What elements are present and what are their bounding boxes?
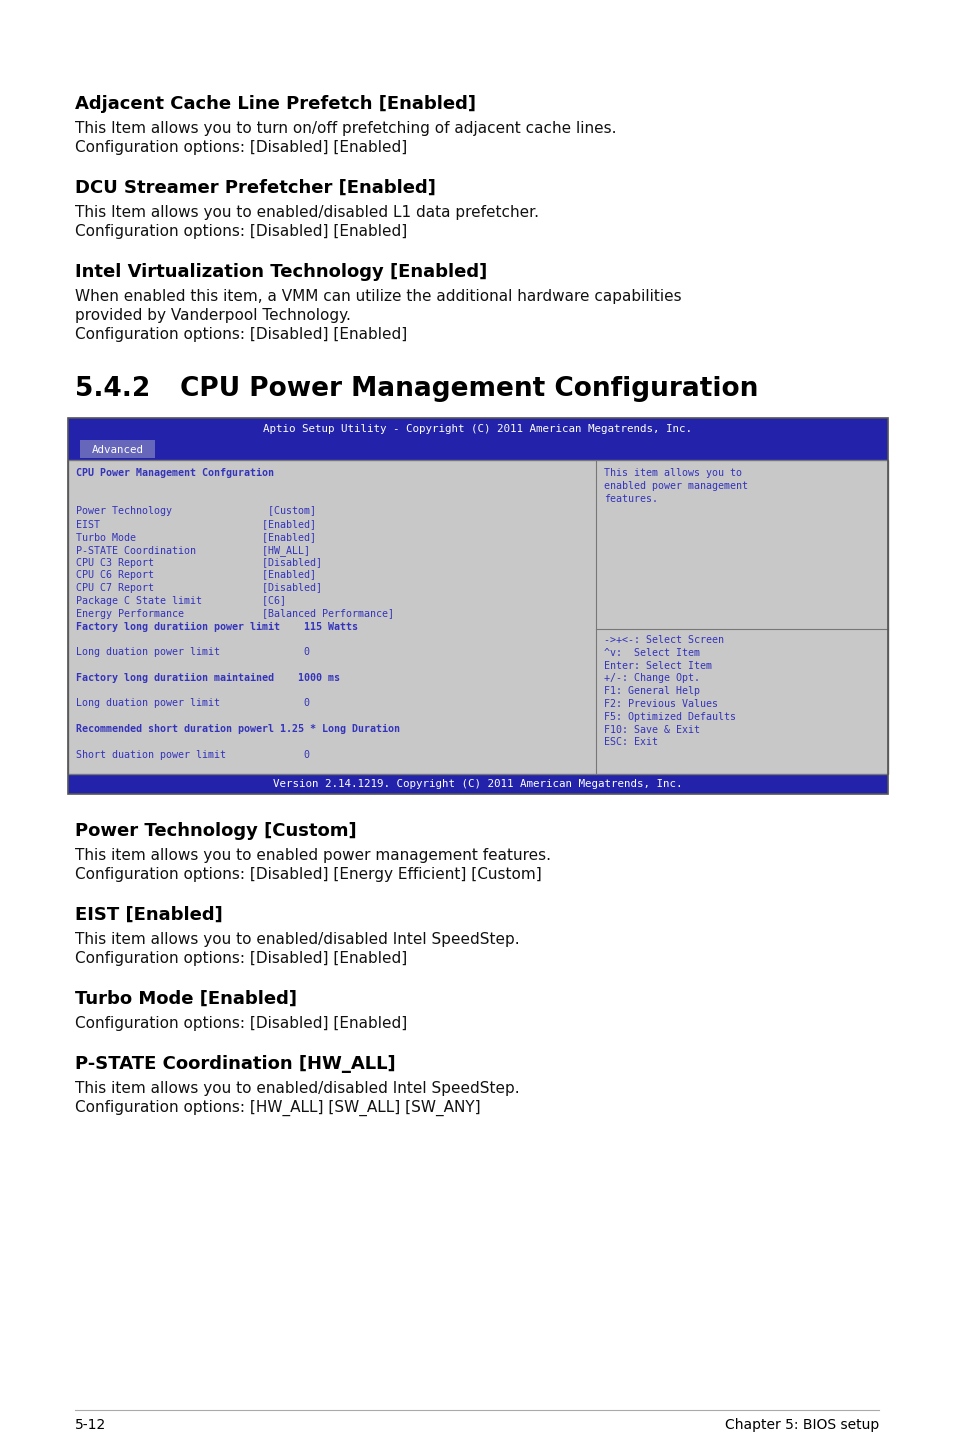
Bar (68, 440, 887, 460)
Text: Energy Performance             [Balanced Performance]: Energy Performance [Balanced Performance… (76, 608, 394, 618)
Text: +/-: Change Opt.: +/-: Change Opt. (603, 673, 700, 683)
Text: P-STATE Coordination           [HW_ALL]: P-STATE Coordination [HW_ALL] (76, 545, 310, 555)
Text: Configuration options: [Disabled] [Enabled]: Configuration options: [Disabled] [Enabl… (75, 139, 407, 155)
Text: F1: General Help: F1: General Help (603, 686, 700, 696)
Text: features.: features. (603, 493, 658, 503)
Text: Power Technology [Custom]: Power Technology [Custom] (75, 823, 356, 840)
Text: Long duation power limit              0: Long duation power limit 0 (76, 647, 310, 657)
Text: Version 2.14.1219. Copyright (C) 2011 American Megatrends, Inc.: Version 2.14.1219. Copyright (C) 2011 Am… (273, 779, 682, 789)
Text: ESC: Exit: ESC: Exit (603, 738, 658, 748)
Text: Configuration options: [HW_ALL] [SW_ALL] [SW_ANY]: Configuration options: [HW_ALL] [SW_ALL]… (75, 1100, 480, 1116)
Text: Configuration options: [Disabled] [Enabled]: Configuration options: [Disabled] [Enabl… (75, 1017, 407, 1031)
Text: Turbo Mode [Enabled]: Turbo Mode [Enabled] (75, 989, 296, 1008)
Text: 5.4.2: 5.4.2 (75, 375, 150, 403)
Text: F5: Optimized Defaults: F5: Optimized Defaults (603, 712, 735, 722)
Text: ^v:  Select Item: ^v: Select Item (603, 647, 700, 657)
Bar (68, 460, 887, 774)
Text: Recommended short duration powerl 1.25 * Long Duration: Recommended short duration powerl 1.25 *… (76, 723, 399, 733)
Text: Factory long duratiion power limit    115 Watts: Factory long duratiion power limit 115 W… (76, 621, 357, 631)
Text: F10: Save & Exit: F10: Save & Exit (603, 725, 700, 735)
Text: enabled power management: enabled power management (603, 480, 747, 490)
Bar (68, 418, 887, 440)
Text: provided by Vanderpool Technology.: provided by Vanderpool Technology. (75, 308, 351, 324)
Text: CPU C7 Report                  [Disabled]: CPU C7 Report [Disabled] (76, 584, 322, 594)
Text: Chapter 5: BIOS setup: Chapter 5: BIOS setup (724, 1418, 878, 1432)
Text: P-STATE Coordination [HW_ALL]: P-STATE Coordination [HW_ALL] (75, 1055, 395, 1073)
Bar (68, 774, 887, 794)
Text: This item allows you to enabled/disabled Intel SpeedStep.: This item allows you to enabled/disabled… (75, 932, 519, 948)
Text: This Item allows you to enabled/disabled L1 data prefetcher.: This Item allows you to enabled/disabled… (75, 206, 538, 220)
Text: Advanced: Advanced (91, 444, 143, 454)
Text: Configuration options: [Disabled] [Enabled]: Configuration options: [Disabled] [Enabl… (75, 951, 407, 966)
Text: CPU C6 Report                  [Enabled]: CPU C6 Report [Enabled] (76, 571, 315, 581)
Text: When enabled this item, a VMM can utilize the additional hardware capabilities: When enabled this item, a VMM can utiliz… (75, 289, 680, 303)
Text: Turbo Mode                     [Enabled]: Turbo Mode [Enabled] (76, 532, 315, 542)
Text: Adjacent Cache Line Prefetch [Enabled]: Adjacent Cache Line Prefetch [Enabled] (75, 95, 476, 114)
Text: Configuration options: [Disabled] [Enabled]: Configuration options: [Disabled] [Enabl… (75, 326, 407, 342)
Text: EIST [Enabled]: EIST [Enabled] (75, 906, 222, 925)
Text: Long duation power limit              0: Long duation power limit 0 (76, 699, 310, 709)
Text: CPU Power Management Configuration: CPU Power Management Configuration (180, 375, 758, 403)
Text: Short duation power limit             0: Short duation power limit 0 (76, 749, 310, 759)
Text: This item allows you to enabled power management features.: This item allows you to enabled power ma… (75, 848, 551, 863)
Text: Intel Virtualization Technology [Enabled]: Intel Virtualization Technology [Enabled… (75, 263, 487, 280)
Bar (68, 418, 887, 794)
Text: Configuration options: [Disabled] [Energy Efficient] [Custom]: Configuration options: [Disabled] [Energ… (75, 867, 541, 881)
Bar (80, 440, 154, 457)
Text: ->+<-: Select Screen: ->+<-: Select Screen (603, 636, 723, 646)
Text: Factory long duratiion maintained    1000 ms: Factory long duratiion maintained 1000 m… (76, 673, 339, 683)
Text: Power Technology                [Custom]: Power Technology [Custom] (76, 506, 315, 516)
Text: CPU C3 Report                  [Disabled]: CPU C3 Report [Disabled] (76, 558, 322, 568)
Text: Package C State limit          [C6]: Package C State limit [C6] (76, 595, 286, 605)
Text: CPU Power Management Confguration: CPU Power Management Confguration (76, 467, 274, 477)
Text: Aptio Setup Utility - Copyright (C) 2011 American Megatrends, Inc.: Aptio Setup Utility - Copyright (C) 2011… (263, 424, 692, 434)
Text: This Item allows you to turn on/off prefetching of adjacent cache lines.: This Item allows you to turn on/off pref… (75, 121, 616, 137)
Text: Configuration options: [Disabled] [Enabled]: Configuration options: [Disabled] [Enabl… (75, 224, 407, 239)
Text: This item allows you to: This item allows you to (603, 467, 741, 477)
Text: F2: Previous Values: F2: Previous Values (603, 699, 718, 709)
Text: Enter: Select Item: Enter: Select Item (603, 660, 711, 670)
Text: DCU Streamer Prefetcher [Enabled]: DCU Streamer Prefetcher [Enabled] (75, 178, 436, 197)
Text: This item allows you to enabled/disabled Intel SpeedStep.: This item allows you to enabled/disabled… (75, 1081, 519, 1096)
Bar (68, 460, 887, 774)
Text: EIST                           [Enabled]: EIST [Enabled] (76, 519, 315, 529)
Text: 5-12: 5-12 (75, 1418, 106, 1432)
